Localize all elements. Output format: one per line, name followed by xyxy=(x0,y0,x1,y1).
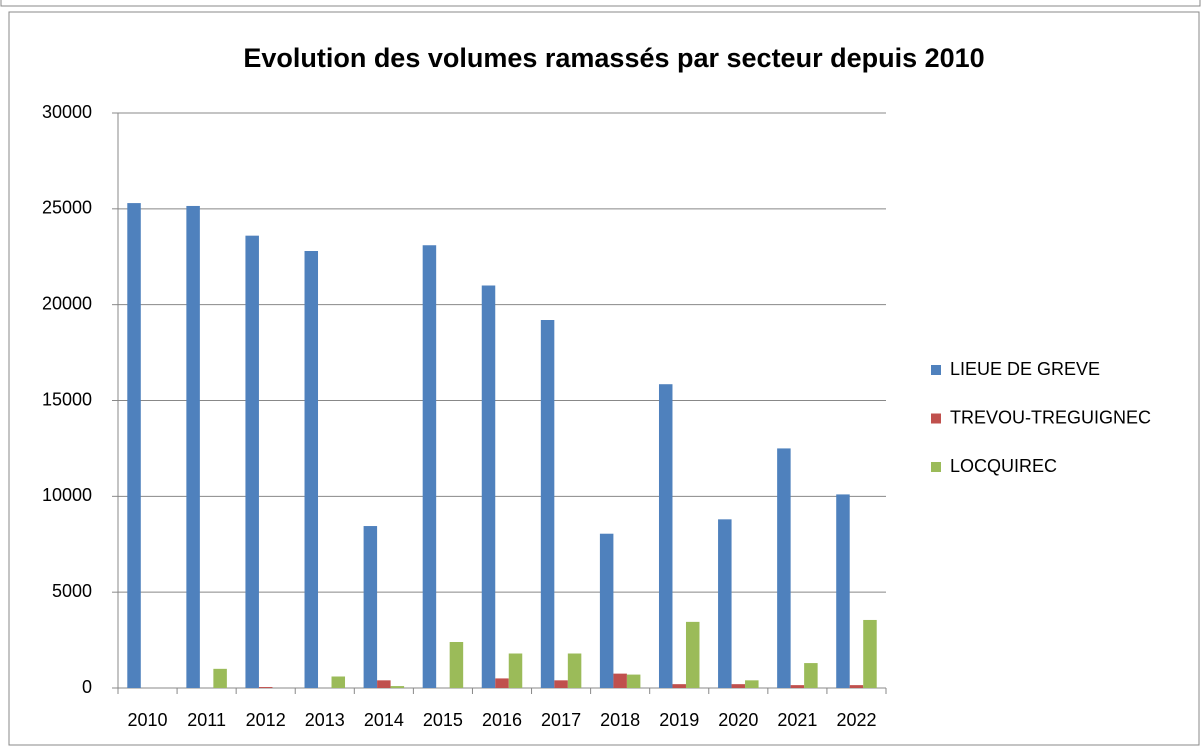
bar xyxy=(186,205,200,689)
bar xyxy=(685,621,700,688)
bar xyxy=(849,685,864,688)
legend-label: LIEUE DE GREVE xyxy=(950,359,1100,379)
bar xyxy=(599,533,614,688)
x-tick-label: 2017 xyxy=(541,710,581,730)
x-tick-label: 2018 xyxy=(600,710,640,730)
bar xyxy=(422,245,437,688)
bar xyxy=(804,663,818,688)
x-tick-label: 2019 xyxy=(659,710,699,730)
y-tick-label: 5000 xyxy=(52,581,92,601)
bar xyxy=(626,674,641,688)
bar xyxy=(777,448,791,688)
bar xyxy=(863,619,877,688)
bar xyxy=(331,676,346,688)
y-tick-label: 0 xyxy=(82,677,92,697)
y-tick-label: 10000 xyxy=(42,485,92,505)
y-tick-label: 30000 xyxy=(42,102,92,122)
legend-swatch xyxy=(931,365,941,375)
bar xyxy=(540,320,555,688)
x-tick-label: 2016 xyxy=(482,710,522,730)
y-tick-label: 20000 xyxy=(42,293,92,313)
bar xyxy=(377,680,391,688)
x-tick-label: 2010 xyxy=(128,710,168,730)
bar xyxy=(672,684,686,688)
x-tick-label: 2011 xyxy=(187,710,226,730)
x-tick-label: 2020 xyxy=(718,710,758,730)
x-tick-label: 2012 xyxy=(246,710,286,730)
x-tick-label: 2014 xyxy=(364,710,404,730)
bar xyxy=(790,685,805,688)
x-tick-label: 2022 xyxy=(836,710,876,730)
bar xyxy=(745,680,759,688)
y-tick-label: 15000 xyxy=(42,389,92,409)
y-tick-label: 25000 xyxy=(42,198,92,218)
bar xyxy=(731,684,746,688)
bar xyxy=(836,494,850,688)
top-frame xyxy=(0,0,1201,7)
bar xyxy=(127,203,141,689)
x-tick-label: 2015 xyxy=(423,710,463,730)
bar xyxy=(258,687,273,688)
legend-label: LOCQUIREC xyxy=(950,456,1057,476)
bar xyxy=(245,235,259,688)
x-tick-label: 2021 xyxy=(777,710,817,730)
bar xyxy=(481,285,496,688)
bar xyxy=(449,642,464,688)
bar xyxy=(718,519,732,688)
legend-swatch xyxy=(931,413,941,424)
bar xyxy=(508,653,523,688)
bar xyxy=(658,384,673,688)
x-tick-label: 2013 xyxy=(305,710,345,730)
bar xyxy=(567,653,582,688)
bar xyxy=(495,678,509,688)
bar xyxy=(390,686,405,688)
legend-swatch xyxy=(931,462,941,472)
bar xyxy=(613,673,627,688)
legend-label: TREVOU-TREGUIGNEC xyxy=(950,407,1151,427)
bar xyxy=(213,668,227,688)
bar xyxy=(363,526,378,688)
chart-title: Evolution des volumes ramassés par secte… xyxy=(243,43,984,73)
bar xyxy=(554,680,568,688)
bar xyxy=(304,251,319,688)
